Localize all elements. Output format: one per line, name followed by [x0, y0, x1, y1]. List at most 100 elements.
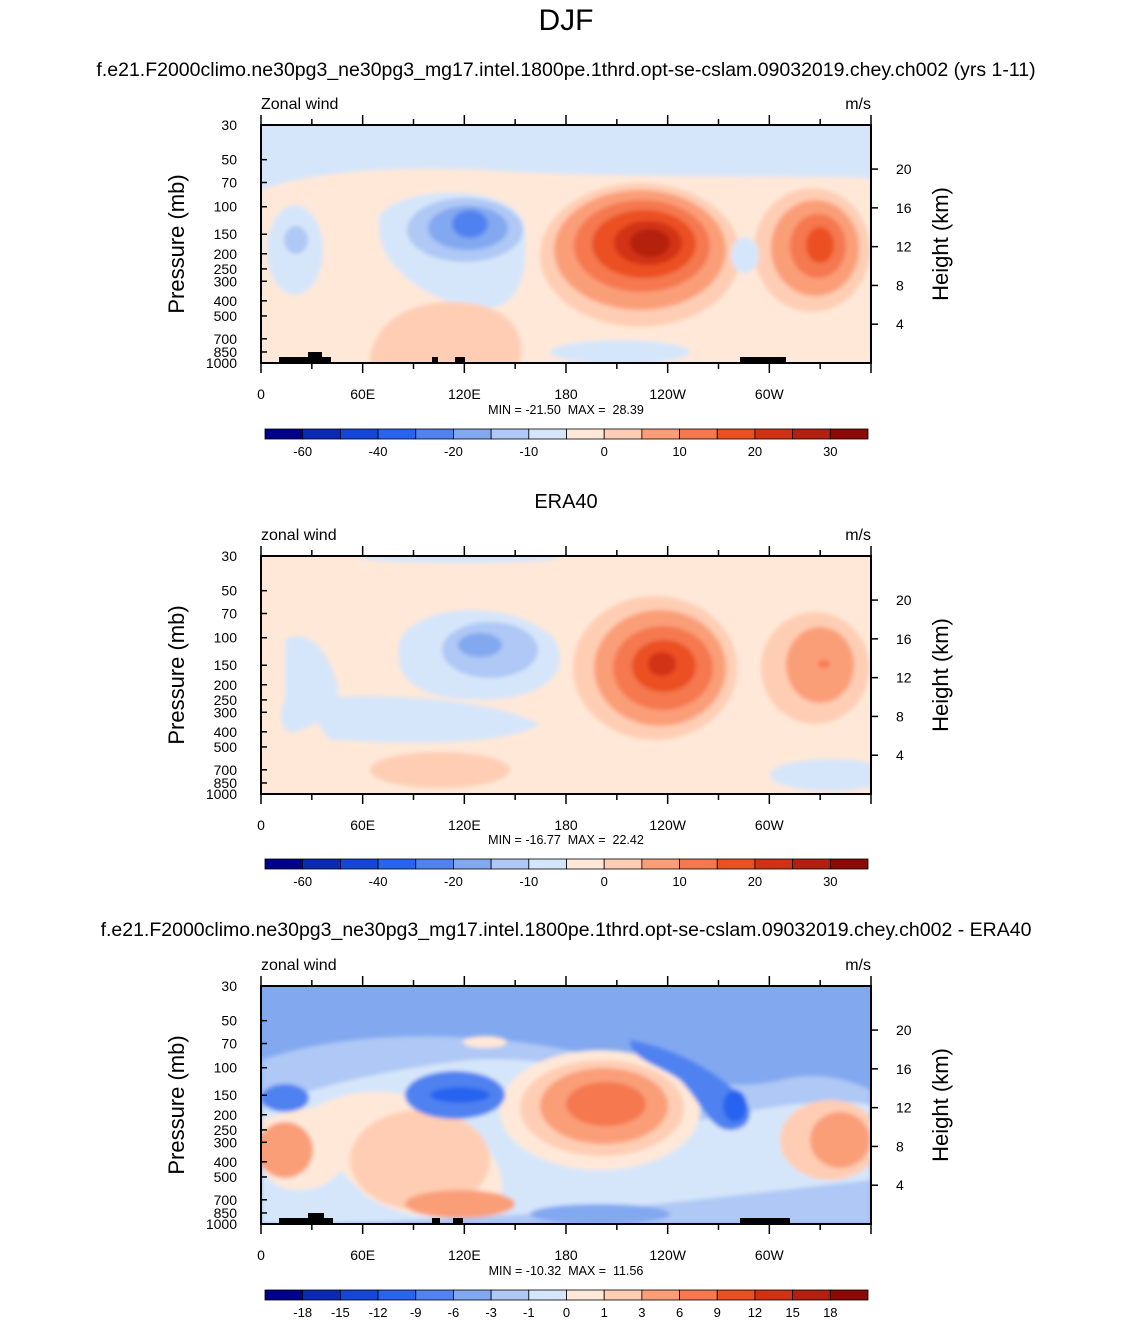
colorbar-swatch: [603, 858, 643, 870]
colorbar-swatch: [566, 858, 605, 870]
y-right-tick-label: 16: [896, 1061, 912, 1077]
panel-2-neg-region-sfc-east: [770, 759, 871, 791]
panel-1: f.e21.F2000climo.ne30pg3_ne30pg3_mg17.in…: [96, 59, 1035, 459]
colorbar-swatch: [453, 1289, 492, 1301]
colorbar-swatch: [754, 428, 794, 440]
panel-1-title: f.e21.F2000climo.ne30pg3_ne30pg3_mg17.in…: [96, 59, 1035, 81]
panel-3-left-label: zonal wind: [261, 957, 337, 974]
x-tick-label: 60E: [350, 386, 375, 402]
colorbar-swatch: [716, 1289, 756, 1301]
y-tick-label: 850: [214, 344, 238, 360]
panel-1-neg-asia-4: [452, 210, 488, 238]
y-tick-label: 300: [214, 704, 238, 720]
colorbar-swatch: [792, 428, 831, 440]
colorbar-swatch: [377, 858, 417, 870]
y-tick-label: 400: [214, 724, 238, 740]
y-tick-label: 1000: [206, 355, 237, 371]
colorbar-swatch: [566, 428, 605, 440]
y-tick-label: 70: [221, 606, 237, 622]
x-tick-label: 120E: [448, 386, 481, 402]
y-tick-label: 1000: [206, 786, 237, 802]
colorbar-label: -60: [293, 874, 312, 889]
panel-2-jet-pacific-5: [648, 652, 676, 676]
y-tick-label: 300: [214, 1134, 238, 1150]
colorbar-swatch: [641, 1289, 680, 1301]
colorbar-swatch: [302, 858, 341, 870]
colorbar-label: 30: [823, 874, 837, 889]
colorbar-swatch: [339, 858, 379, 870]
colorbar-swatch: [415, 858, 454, 870]
x-tick-label: 0: [257, 1247, 265, 1263]
x-tick-label: 120E: [448, 1247, 481, 1263]
panel-2-raxis: 20 16 12 8 4: [871, 592, 912, 763]
panel-1-jet-pacific-6: [630, 229, 670, 257]
colorbar-label: -10: [519, 444, 538, 459]
y-right-tick-label: 4: [896, 316, 904, 332]
x-tick-label: 60W: [755, 1247, 785, 1263]
y-tick-label: 50: [221, 152, 237, 168]
y-right-tick-label: 4: [896, 1177, 904, 1193]
y-right-tick-label: 8: [896, 708, 904, 724]
colorbar-swatch: [415, 1289, 454, 1301]
y-right-tick-label: 20: [896, 592, 912, 608]
colorbar-label: -1: [523, 1305, 535, 1320]
panel-3-pos-pacific-4: [566, 1082, 646, 1126]
y-tick-label: 200: [214, 677, 238, 693]
panel-3-neg-asia-2: [430, 1087, 490, 1103]
y-tick-label: 400: [214, 1154, 238, 1170]
x-tick-label: 120W: [649, 1247, 686, 1263]
y-tick-label: 50: [221, 1013, 237, 1029]
colorbar-swatch: [528, 1289, 567, 1301]
colorbar-swatch: [339, 428, 379, 440]
colorbar-swatch: [528, 428, 567, 440]
x-tick-label: 120E: [448, 817, 481, 833]
colorbar-label: 12: [748, 1305, 762, 1320]
colorbar-swatch: [264, 1289, 304, 1301]
y-tick-label: 200: [214, 1107, 238, 1123]
colorbar-swatch: [603, 428, 643, 440]
panel-2-left-label: zonal wind: [261, 527, 337, 544]
colorbar-swatch: [754, 1289, 794, 1301]
panel-1-pos-surface: [370, 302, 522, 363]
panel-3-ylabel-right: Height (km): [928, 1048, 953, 1162]
colorbar-label: 10: [672, 874, 686, 889]
panel-2-xaxis: 0 60E 120E 180 120W 60W: [257, 546, 872, 833]
colorbar-swatch: [641, 428, 680, 440]
colorbar-label: 0: [563, 1305, 570, 1320]
panel-1-contours: [261, 125, 871, 363]
panel-2-ylabel-right: Height (km): [928, 618, 953, 732]
panel-1-ylabel: Pressure (mb): [164, 174, 189, 313]
y-tick-label: 400: [214, 293, 238, 309]
x-tick-label: 180: [554, 817, 578, 833]
panel-1-neg-west-2: [284, 226, 308, 254]
colorbar-swatch: [302, 428, 341, 440]
panel-2-title: ERA40: [534, 491, 597, 513]
y-tick-label: 200: [214, 246, 238, 262]
colorbar-swatch: [829, 1289, 869, 1301]
colorbar-swatch: [792, 1289, 831, 1301]
x-tick-label: 60E: [350, 817, 375, 833]
panel-3-topography: [279, 1213, 790, 1224]
panel-3-neg-east-2: [723, 1090, 747, 1122]
panel-3-xaxis: 0 60E 120E 180 120W 60W: [257, 976, 872, 1263]
colorbar-label: 0: [601, 444, 608, 459]
colorbar-swatch: [716, 858, 756, 870]
panel-2-units: m/s: [845, 527, 871, 544]
y-right-tick-label: 12: [896, 670, 912, 686]
panel-3-pos-atlantic-2: [810, 1112, 870, 1168]
y-tick-label: 100: [214, 199, 238, 215]
panel-1-colorbar: -60 -40 -20 -10 0 10 20 30: [264, 428, 869, 459]
panel-3-colorbar: -18 -15 -12 -9 -6 -3 -1 0 1 3 6 9 12 15 18: [264, 1289, 869, 1320]
panel-3-pos-asia-2: [350, 1110, 490, 1210]
panel-1-ylabel-right: Height (km): [928, 187, 953, 301]
colorbar-swatch: [829, 428, 869, 440]
panel-2-neg-asia-3: [458, 633, 502, 657]
colorbar-label: -20: [444, 874, 463, 889]
y-tick-label: 700: [214, 331, 238, 347]
x-tick-label: 120W: [649, 386, 686, 402]
panel-3-neg-top: [463, 1036, 507, 1048]
panel-3-ylabel: Pressure (mb): [164, 1035, 189, 1174]
y-right-tick-label: 12: [896, 239, 912, 255]
